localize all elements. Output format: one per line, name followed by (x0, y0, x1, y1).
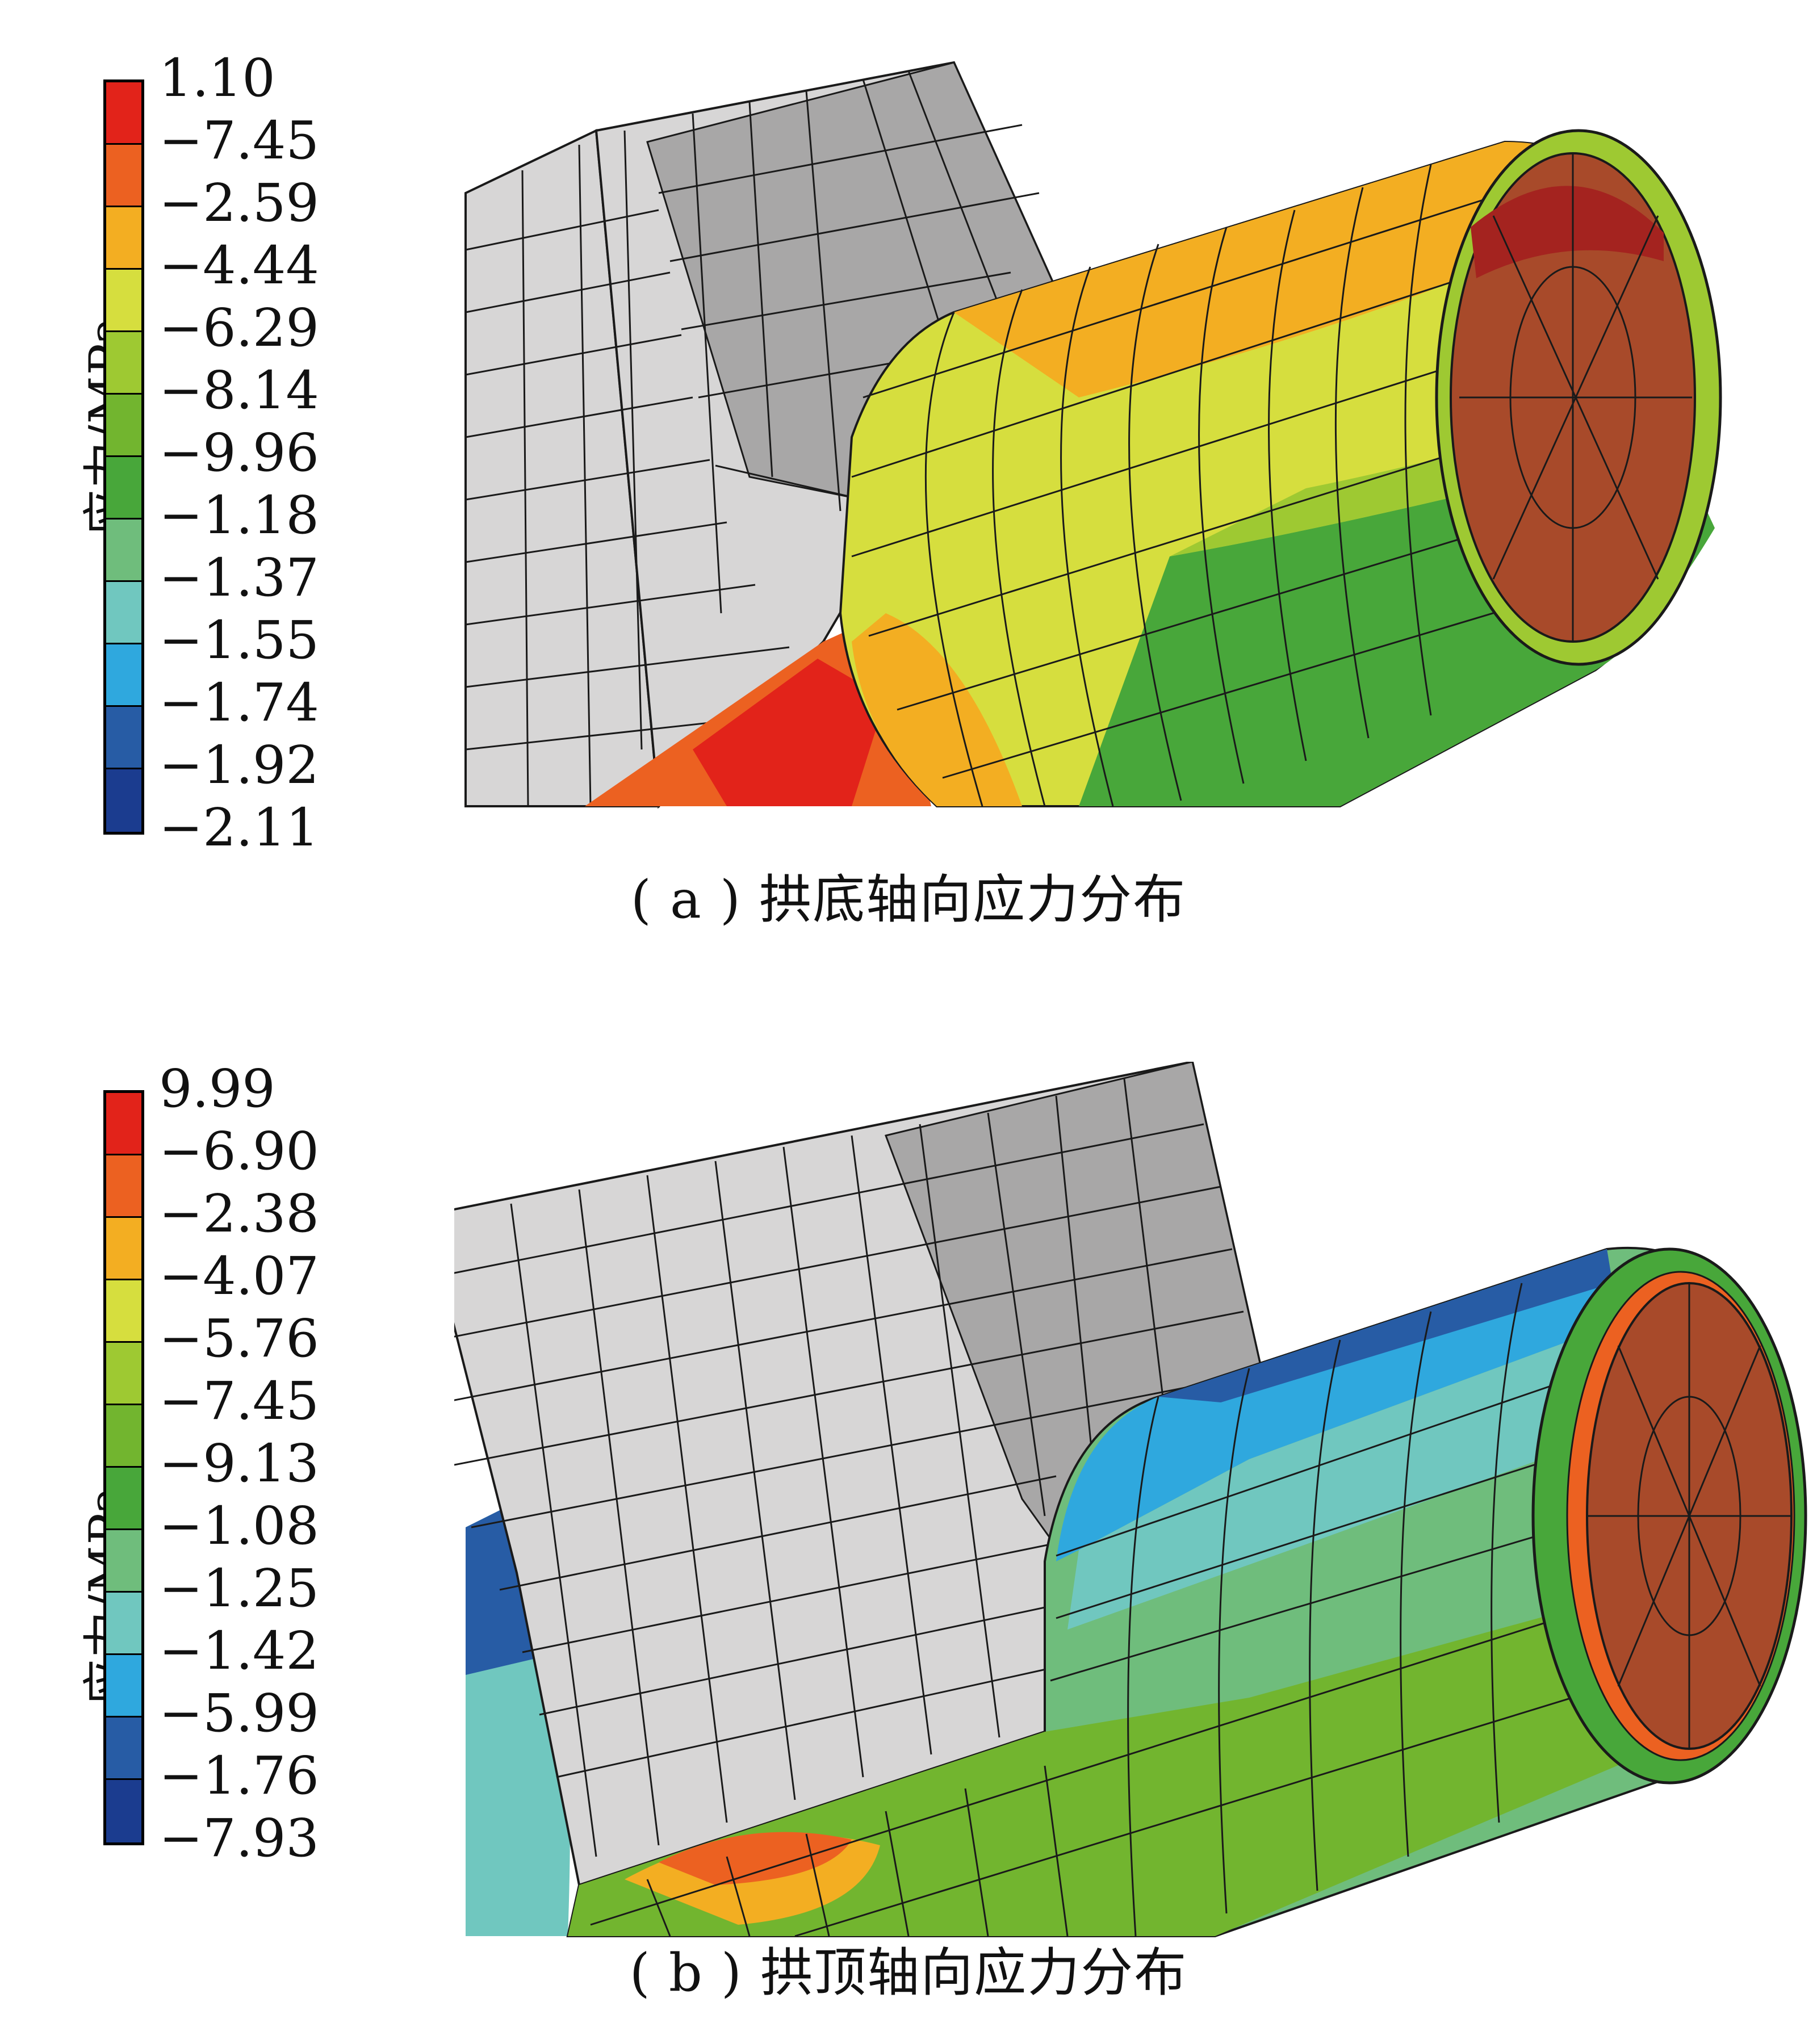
legend-value-label: −4.07 (159, 1246, 319, 1306)
fem-model-a (464, 61, 1722, 809)
cylinder-end-face-b (1531, 1247, 1807, 1785)
legend-value-label: −4.44 (159, 235, 319, 296)
legend-value-label: −1.92 (159, 735, 319, 795)
legend-value-label: −1.18 (159, 485, 319, 546)
caption-a: ( a ) 拱底轴向应力分布 (630, 869, 1187, 930)
legend-value-label: −1.76 (159, 1745, 319, 1806)
legend-swatch (106, 582, 141, 644)
legend-swatch (106, 457, 141, 520)
legend-value-label: −6.29 (159, 298, 319, 358)
caption-b: ( b ) 拱顶轴向应力分布 (629, 1942, 1188, 2003)
legend-swatch (106, 1780, 141, 1842)
legend-swatch (106, 82, 141, 145)
panel-b: 应力/MPa 9.99−6.90−2.38−4.07−5.76−7.45−9.1… (0, 1022, 1817, 2044)
legend-swatch (106, 1718, 141, 1780)
legend-value-label: −1.74 (159, 672, 319, 733)
legend-swatch (106, 207, 141, 270)
legend-value-label: 1.10 (159, 48, 275, 108)
legend-value-label: −1.37 (159, 547, 319, 608)
legend-swatch (106, 1343, 141, 1405)
legend-swatch (106, 1468, 141, 1530)
legend-value-label: −6.90 (159, 1121, 319, 1182)
legend-value-label: −7.93 (159, 1808, 319, 1869)
legend-swatch (106, 1655, 141, 1718)
cylinder-b (566, 1246, 1790, 1937)
color-scale-bar-a (103, 79, 144, 835)
legend-swatch (106, 1155, 141, 1218)
legend-value-label: −8.14 (159, 360, 319, 421)
legend-swatch (106, 1093, 141, 1155)
legend-swatch (106, 1218, 141, 1280)
legend-swatch (106, 270, 141, 332)
legend-swatch (106, 1593, 141, 1655)
legend-value-label: −5.76 (159, 1308, 319, 1369)
wall-mesh-a (464, 61, 1058, 809)
legend-value-label: −9.96 (159, 422, 319, 483)
legend-value-label: −9.13 (159, 1433, 319, 1494)
legend-swatch (106, 145, 141, 207)
fem-model-b (454, 1062, 1807, 1937)
legend-swatch (106, 769, 141, 832)
legend-value-label: −7.45 (159, 1371, 319, 1431)
legend-swatch (106, 707, 141, 769)
legend-swatch (106, 1280, 141, 1343)
legend-swatch (106, 395, 141, 457)
legend-value-label: −2.11 (159, 797, 319, 858)
legend-value-label: −1.42 (159, 1620, 319, 1681)
legend-value-label: −2.38 (159, 1183, 319, 1244)
legend-value-label: −1.55 (159, 610, 319, 671)
color-scale-bar-b (103, 1090, 144, 1845)
legend-value-label: −7.45 (159, 110, 319, 171)
legend-value-label: −2.59 (159, 173, 319, 233)
legend-value-label: 9.99 (159, 1058, 275, 1119)
legend-swatch (106, 332, 141, 395)
legend-value-label: −5.99 (159, 1683, 319, 1744)
cylinder-end-face-a (1435, 129, 1722, 666)
legend-value-label: −1.08 (159, 1496, 319, 1556)
legend-swatch (106, 1530, 141, 1593)
panel-a: 应力/MPa 1.10−7.45−2.59−4.44−6.29−8.14−9.9… (0, 0, 1817, 943)
legend-swatch (106, 520, 141, 582)
legend-value-label: −1.25 (159, 1558, 319, 1619)
legend-swatch (106, 1405, 141, 1468)
legend-swatch (106, 644, 141, 707)
